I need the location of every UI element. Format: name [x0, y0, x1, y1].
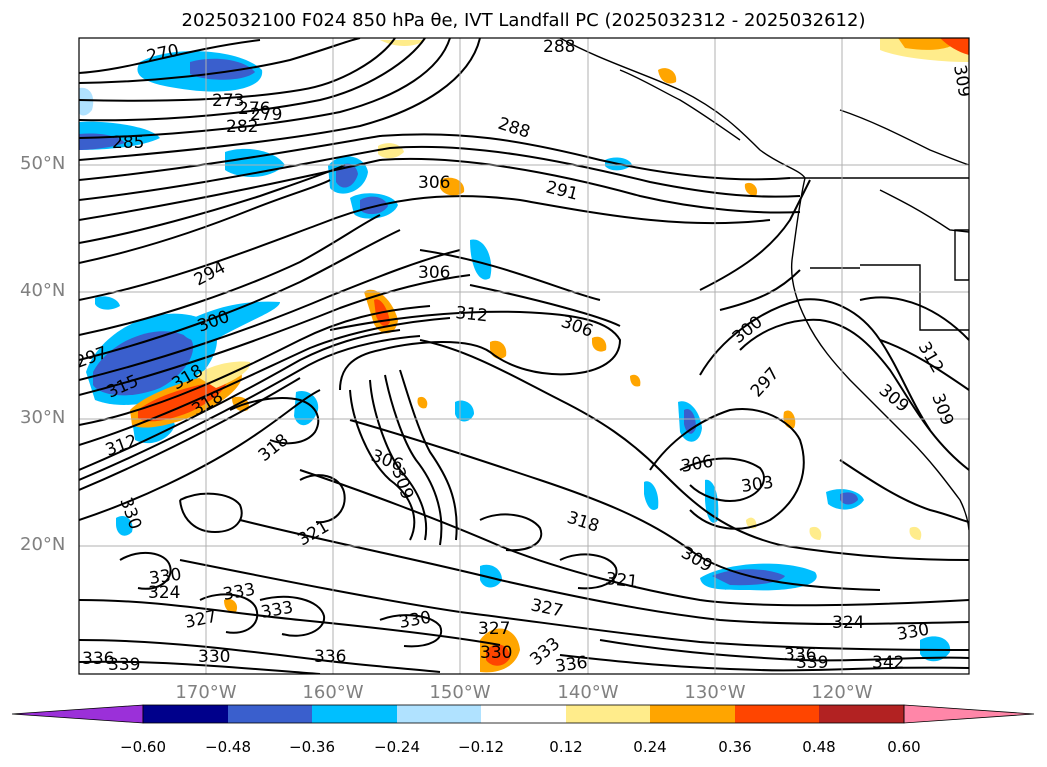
- contour-label: 279: [250, 105, 282, 125]
- contour-label: 339: [108, 655, 140, 675]
- contour-label: 330: [198, 647, 230, 667]
- colorbar-tick: −0.12: [458, 738, 504, 756]
- contour-label: 330: [148, 565, 183, 589]
- lon-label: 170°W: [175, 682, 237, 703]
- lat-label: 20°N: [20, 534, 66, 555]
- colorbar-tick: 0.48: [802, 738, 836, 756]
- lon-label: 160°W: [302, 682, 364, 703]
- contour-label: 282: [226, 117, 258, 137]
- colorbar-segment: [481, 705, 566, 723]
- contour-label: 306: [558, 312, 595, 342]
- colorbar-segment: [566, 705, 650, 723]
- lon-label: 120°W: [811, 682, 873, 703]
- contour-label: 330: [480, 643, 512, 663]
- colorbar-segment: [228, 705, 312, 723]
- theta-e-contours: [79, 38, 969, 674]
- contour-label: 339: [796, 653, 828, 673]
- contour-label: 300: [729, 312, 767, 348]
- lon-label: 140°W: [557, 682, 619, 703]
- contour-label: 306: [418, 263, 450, 283]
- colorbar-tick: 0.36: [718, 738, 752, 756]
- contour-label: 309: [949, 63, 974, 98]
- colorbar-segment: [735, 705, 819, 723]
- contour-label: 294: [191, 258, 229, 291]
- contour-label: 324: [832, 613, 864, 633]
- colorbar-segment: [650, 705, 735, 723]
- contour-label: 327: [478, 619, 510, 639]
- colorbar-segment: [143, 705, 228, 723]
- contour-label: 309: [927, 391, 957, 428]
- contour-label: 273: [212, 91, 244, 111]
- contour-label: 324: [148, 583, 180, 603]
- contour-label: 321: [604, 569, 638, 592]
- lat-label: 40°N: [20, 280, 66, 301]
- contour-label: 288: [543, 37, 575, 57]
- lat-label: 50°N: [20, 153, 66, 174]
- lat-label: 30°N: [20, 407, 66, 428]
- contour-label: 306: [418, 173, 450, 193]
- colorbar-frame: [142, 704, 905, 724]
- map-title: 2025032100 F024 850 hPa θe, IVT Landfall…: [181, 10, 866, 31]
- contour-label: 327: [529, 595, 565, 621]
- contour-label: 336: [82, 649, 114, 669]
- contour-label: 288: [495, 114, 532, 143]
- colorbar-tick: −0.60: [120, 738, 166, 756]
- contour-label: 318: [564, 508, 601, 537]
- contour-label: 318: [255, 430, 293, 466]
- colorbar-tick: −0.48: [205, 738, 251, 756]
- contour-label: 276: [238, 99, 270, 119]
- coastlines: [559, 38, 969, 531]
- colorbar-tick: 0.12: [549, 738, 583, 756]
- colorbar: [11, 704, 1035, 724]
- colorbar-segment: [819, 705, 904, 723]
- colorbar-tick: −0.24: [374, 738, 420, 756]
- contour-label: 306: [679, 452, 714, 477]
- graticule: [79, 38, 969, 674]
- contour-label: 327: [183, 607, 219, 633]
- colorbar-tick: 0.60: [887, 738, 921, 756]
- contour-label: 303: [740, 473, 775, 497]
- contour-label: 309: [678, 543, 716, 577]
- contour-label: 291: [544, 177, 580, 204]
- contour-label: 336: [554, 653, 589, 677]
- contour-label: 330: [397, 608, 432, 633]
- contour-label: 336: [314, 647, 346, 667]
- contour-label: 342: [872, 653, 904, 673]
- contour-label: 336: [784, 645, 816, 665]
- map-frame: [78, 37, 970, 675]
- colorbar-segment: [312, 705, 397, 723]
- lon-label: 150°W: [429, 682, 491, 703]
- contour-label: 297: [747, 364, 784, 401]
- colorbar-extend-high: [903, 704, 1035, 724]
- lon-label: 130°W: [684, 682, 746, 703]
- colorbar-segment: [397, 705, 481, 723]
- contour-label: 285: [112, 133, 144, 153]
- colorbar-tick: −0.36: [289, 738, 335, 756]
- contour-label: 312: [454, 303, 488, 326]
- colorbar-extend-low: [11, 704, 144, 724]
- colorbar-tick: 0.24: [633, 738, 667, 756]
- map-panel: 270 273 276 279 282 285 288 288 291 294 …: [79, 37, 974, 677]
- contour-label: 309: [387, 465, 417, 502]
